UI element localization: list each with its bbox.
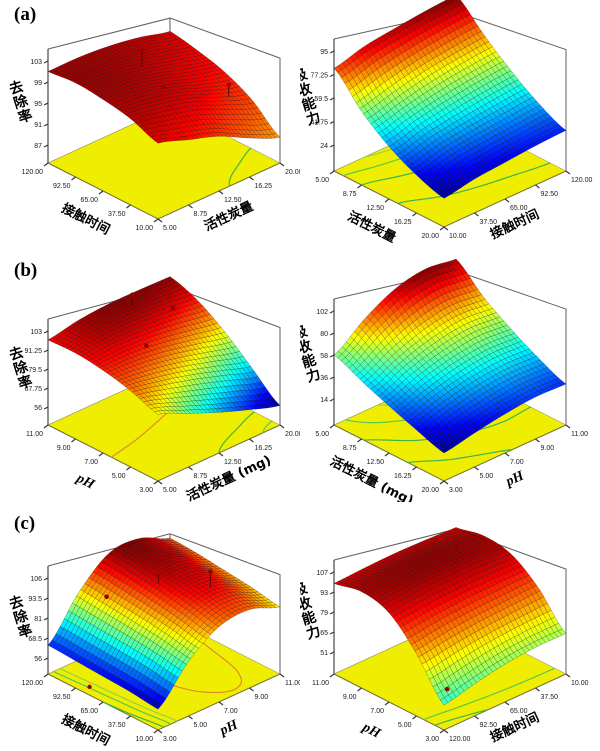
surface-plot-c-left	[0, 501, 300, 751]
surface-plot-a-left	[0, 0, 300, 250]
surface-plot-a-right	[300, 0, 600, 250]
panel-c: (c)	[0, 501, 600, 751]
panel-a: (a)	[0, 0, 600, 250]
surface-plot-b-right	[300, 252, 600, 502]
surface-plot-b-left	[0, 252, 300, 502]
panel-b: (b)	[0, 252, 600, 502]
surface-plot-c-right	[300, 501, 600, 751]
